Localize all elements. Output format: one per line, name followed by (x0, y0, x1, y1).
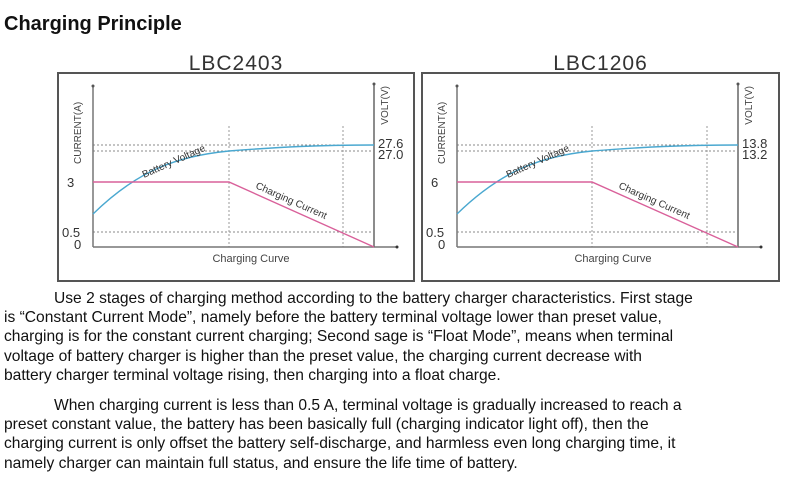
y-right-label: VOLT(V) (744, 86, 755, 125)
paragraph-line: voltage of battery charger is higher tha… (4, 347, 642, 365)
chart-frame: CURRENT(A) VOLT(V) 3 0.5 0 27.6 27.0 Bat… (57, 72, 415, 282)
chart-lbc1206: LBC1206 CURRENT(A) VOLT(V) 6 0.5 0 13.8 … (421, 50, 780, 282)
x-axis-label: Charging Curve (574, 253, 651, 265)
tick-current-0-5: 0.5 (426, 225, 444, 240)
battery-voltage-line (456, 144, 739, 215)
chart-plot: CURRENT(A) VOLT(V) 6 0.5 0 13.8 13.2 Bat… (426, 82, 767, 265)
paragraph-line: preset constant value, the battery has b… (4, 416, 649, 434)
charging-current-annotation: Charging Current (254, 181, 329, 222)
paragraph-float-charge: When charging current is less than 0.5 A… (4, 396, 794, 473)
paragraph-line: namely charger can maintain full status,… (4, 454, 518, 472)
chart-title: LBC1206 (553, 52, 648, 75)
tick-volt-low: 27.0 (378, 147, 403, 162)
charging-current-line (457, 181, 739, 248)
tick-current-0: 0 (74, 237, 81, 252)
x-axis-label: Charging Curve (212, 253, 289, 265)
tick-current-max: 6 (431, 175, 438, 190)
paragraph-charging-stages: Use 2 stages of charging method accordin… (4, 289, 794, 385)
page-title: Charging Principle (4, 13, 182, 35)
chart-lbc2403: LBC2403 CURRENT(A) VOLT(V) 3 0.5 (57, 50, 415, 282)
tick-volt-low: 13.2 (742, 147, 767, 162)
paragraph-line: charging is for the constant current cha… (4, 328, 674, 346)
tick-volt-high: 27.6 (378, 136, 403, 151)
tick-volt-high: 13.8 (742, 136, 767, 151)
battery-voltage-line (92, 144, 375, 215)
paragraph-line: When charging current is less than 0.5 A… (54, 397, 682, 414)
battery-voltage-annotation: Battery Voltage (141, 143, 208, 181)
paragraph-line: is “Constant Current Mode”, namely befor… (4, 309, 662, 327)
paragraph-line: battery charger terminal voltage rising,… (4, 366, 501, 384)
y-right-label: VOLT(V) (380, 86, 391, 125)
charging-current-line (93, 181, 375, 248)
chart-title: LBC2403 (188, 52, 284, 75)
battery-voltage-annotation: Battery Voltage (505, 143, 572, 181)
tick-current-0: 0 (438, 237, 445, 252)
tick-current-0-5: 0.5 (62, 225, 80, 240)
y-left-label: CURRENT(A) (437, 102, 448, 164)
paragraph-line: charging current is only offset the batt… (4, 435, 676, 453)
charging-current-annotation: Charging Current (617, 181, 692, 222)
tick-current-max: 3 (67, 175, 74, 190)
y-left-label: CURRENT(A) (73, 102, 84, 164)
chart-frame: CURRENT(A) VOLT(V) 6 0.5 0 13.8 13.2 Bat… (421, 72, 780, 282)
paragraph-line: Use 2 stages of charging method accordin… (54, 290, 693, 307)
chart-plot: CURRENT(A) VOLT(V) 3 0.5 0 27.6 27.0 Bat… (62, 82, 403, 265)
